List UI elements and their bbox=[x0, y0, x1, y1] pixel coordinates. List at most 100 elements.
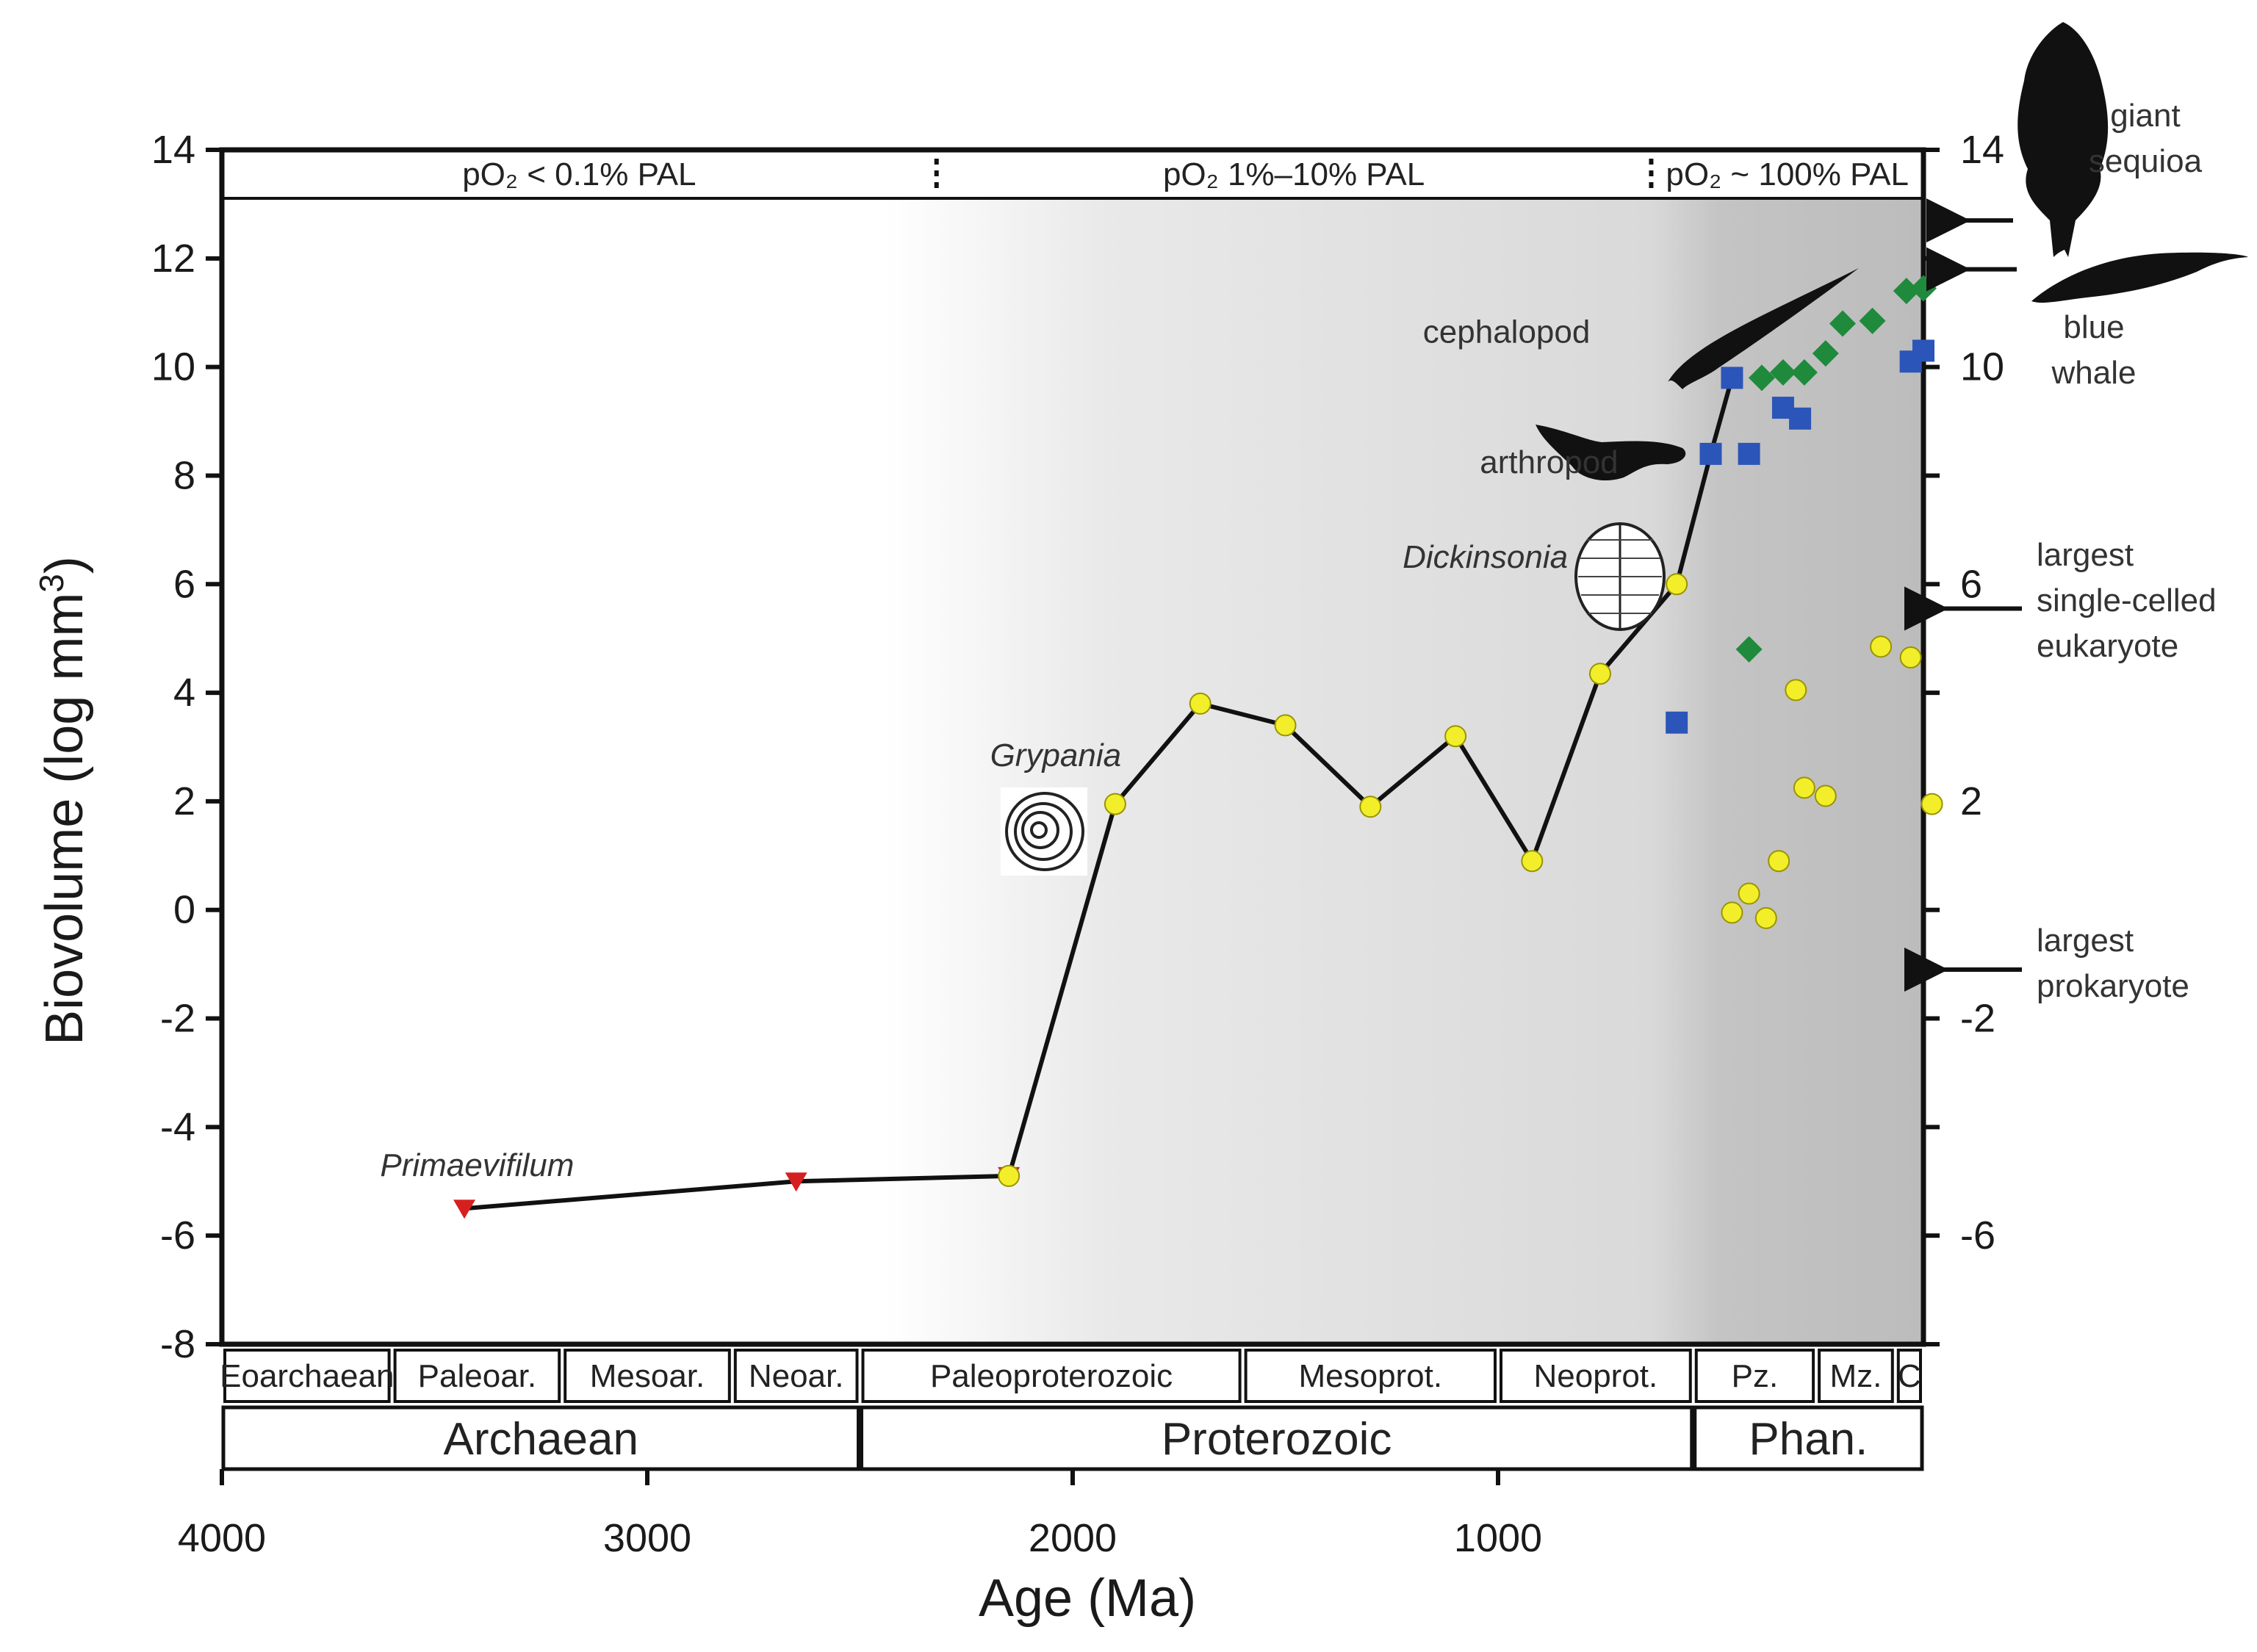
data-point bbox=[1588, 663, 1611, 685]
data-point bbox=[1738, 882, 1760, 905]
y-tick-label-left: 12 bbox=[151, 237, 195, 281]
era-box bbox=[393, 1349, 561, 1403]
y-axis-title: Biovolume (log mm3) bbox=[32, 556, 94, 1045]
eon-box bbox=[221, 1405, 860, 1471]
data-point bbox=[1859, 307, 1886, 334]
y-tick-label-right: 14 bbox=[1960, 128, 2004, 172]
data-point bbox=[1829, 310, 1856, 337]
era-box bbox=[1244, 1349, 1497, 1403]
right-label-line: blue bbox=[2063, 309, 2124, 345]
data-points bbox=[453, 275, 1943, 1219]
era-box bbox=[1500, 1349, 1692, 1403]
y-tick-label-right: 2 bbox=[1960, 779, 1982, 823]
oxygen-label: pO₂ < 0.1% PAL bbox=[462, 156, 696, 192]
era-label: Mesoar. bbox=[590, 1358, 705, 1394]
x-tick-label: 1000 bbox=[1454, 1516, 1542, 1560]
eon-label: Proterozoic bbox=[1162, 1414, 1392, 1465]
data-point bbox=[1912, 339, 1934, 362]
data-point bbox=[1359, 796, 1382, 818]
oxygen-label: pO₂ 1%–10% PAL bbox=[1163, 156, 1425, 192]
data-point bbox=[1735, 635, 1763, 663]
whale-icon bbox=[2031, 252, 2248, 303]
grypania-icon bbox=[1001, 787, 1087, 876]
plot-background bbox=[222, 198, 1923, 1344]
data-point bbox=[1104, 793, 1126, 815]
data-point bbox=[1189, 692, 1212, 715]
dickinsonia-icon bbox=[1574, 522, 1666, 631]
era-label: Paleoar. bbox=[418, 1358, 536, 1394]
data-point bbox=[1790, 359, 1818, 386]
timescale: Eoarchaean Paleoar. Mesoar. Neoar. Paleoprot… bbox=[220, 1349, 1924, 1471]
right-label-line: eukaryote bbox=[2037, 628, 2178, 664]
silhouettes bbox=[1001, 22, 2248, 876]
era-box bbox=[733, 1349, 859, 1403]
data-point bbox=[1870, 635, 1893, 658]
annotation-label: Primaevifilum bbox=[380, 1147, 574, 1183]
data-point bbox=[1666, 711, 1688, 734]
y-tick-label-right: -2 bbox=[1960, 997, 1995, 1041]
y-tick-label-left: 0 bbox=[173, 888, 195, 932]
right-label-line: giant bbox=[2110, 98, 2180, 134]
era-box bbox=[1896, 1349, 1922, 1403]
data-point bbox=[1721, 901, 1743, 924]
y-axis-title-main: Biovolume (log mm bbox=[35, 593, 94, 1045]
x-tick-label: 2000 bbox=[1029, 1516, 1117, 1560]
annotations: Primaevifilum Grypania Dickinsonia arthropo… bbox=[380, 314, 1618, 1183]
x-axis-title: Age (Ma) bbox=[979, 1569, 1196, 1628]
annotation-label: arthropod bbox=[1480, 444, 1618, 480]
data-point bbox=[1785, 679, 1807, 701]
data-point bbox=[1666, 573, 1688, 596]
y-tick-label-left: 2 bbox=[173, 779, 195, 823]
data-point bbox=[1893, 278, 1920, 305]
right-labels: giant sequioa blue whale largest single-celle… bbox=[1904, 98, 2217, 1004]
y-tick-label-right: -6 bbox=[1960, 1213, 1995, 1258]
eon-label: Archaean bbox=[444, 1414, 638, 1465]
era-label: Pz. bbox=[1732, 1358, 1779, 1394]
era-box bbox=[223, 1349, 391, 1403]
y-tick-label-left: -4 bbox=[160, 1105, 195, 1149]
oxygen-panel bbox=[220, 148, 1925, 200]
era-label: Eoarchaean bbox=[220, 1358, 394, 1394]
era-label: Neoar. bbox=[749, 1358, 844, 1394]
y-axis-title-close: ) bbox=[35, 556, 94, 574]
data-point bbox=[785, 1172, 807, 1192]
data-point bbox=[1274, 714, 1297, 737]
oxygen-labels: pO₂ < 0.1% PAL pO₂ 1%–10% PAL pO₂ ~ 100% P… bbox=[462, 156, 1909, 192]
era-label: Neoprot. bbox=[1533, 1358, 1657, 1394]
era-label: C bbox=[1898, 1358, 1921, 1394]
era-label: Paleoproterozoic bbox=[930, 1358, 1173, 1394]
x-tick-label: 4000 bbox=[178, 1516, 266, 1560]
y-tick-label-left: 8 bbox=[173, 453, 195, 497]
eon-box bbox=[1693, 1405, 1924, 1471]
right-label-line: prokaryote bbox=[2037, 968, 2189, 1004]
data-point bbox=[1812, 340, 1839, 367]
right-label-line: single-celled bbox=[2037, 582, 2217, 618]
data-point bbox=[1748, 364, 1775, 392]
y-tick-label-left: 4 bbox=[173, 671, 195, 715]
y-axis-title-sup: 3 bbox=[32, 574, 71, 593]
y-tick-label-left: 10 bbox=[151, 345, 195, 389]
era-label: Mz. bbox=[1829, 1358, 1882, 1394]
annotation-label: Grypania bbox=[990, 737, 1122, 773]
arthropod-icon bbox=[1536, 425, 1686, 481]
data-point bbox=[1814, 784, 1837, 807]
data-point bbox=[1521, 850, 1544, 873]
right-label-line: sequioa bbox=[2089, 143, 2203, 179]
data-point bbox=[1789, 407, 1812, 430]
data-point bbox=[1899, 646, 1922, 669]
y-tick-label-left: 14 bbox=[151, 128, 195, 172]
era-label: Mesoprot. bbox=[1298, 1358, 1442, 1394]
era-box bbox=[564, 1349, 731, 1403]
y-tick-label-right: 6 bbox=[1960, 562, 1982, 606]
data-point bbox=[1921, 793, 1943, 815]
right-label-line: whale bbox=[2051, 355, 2137, 391]
cephalopod-icon bbox=[1668, 268, 1859, 389]
data-point bbox=[1721, 367, 1743, 389]
data-point bbox=[453, 1200, 476, 1219]
data-point bbox=[1768, 850, 1790, 873]
eon-box bbox=[860, 1405, 1694, 1471]
right-label-line: largest bbox=[2037, 537, 2134, 573]
oxygen-label: pO₂ ~ 100% PAL bbox=[1666, 156, 1909, 192]
data-point bbox=[998, 1164, 1020, 1187]
x-tick-label: 3000 bbox=[603, 1516, 691, 1560]
